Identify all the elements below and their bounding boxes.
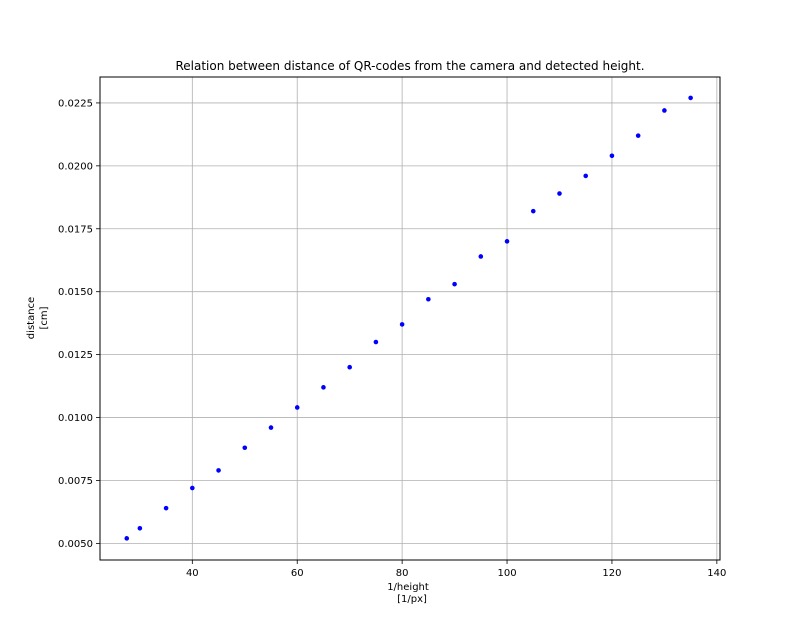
- data-point: [688, 95, 693, 101]
- data-point: [557, 191, 562, 196]
- x-tick-label: 40: [186, 568, 199, 579]
- y-tick-label: 0.0100: [58, 413, 93, 424]
- data-point: [662, 108, 667, 113]
- y-axis-label-group-2: [cm]: [39, 306, 50, 329]
- y-tick-label: 0.0075: [58, 476, 93, 487]
- x-tick-label: 120: [602, 568, 621, 579]
- x-tick-label: 60: [291, 568, 304, 579]
- data-point: [504, 239, 510, 244]
- y-axis-label-line1: distance: [26, 297, 37, 339]
- data-point: [426, 296, 431, 302]
- y-tick-label: 0.0050: [58, 539, 93, 550]
- y-axis-label-group: distance: [26, 297, 37, 339]
- data-point: [268, 425, 274, 430]
- data-point: [321, 385, 326, 390]
- data-point: [163, 505, 169, 511]
- data-point: [373, 339, 379, 345]
- y-axis-ticks: 0.0050 0.0075 0.0100 0.0125 0.0150 0.0175 0.02…: [58, 98, 100, 550]
- data-point: [452, 281, 457, 287]
- y-tick-label: 0.0225: [58, 98, 93, 109]
- data-points: [124, 95, 693, 541]
- data-point: [137, 525, 143, 531]
- data-point: [190, 485, 195, 491]
- x-axis-label-line2: [1/px]: [397, 594, 427, 605]
- x-axis-ticks: 40 60 80 100 120 140: [186, 560, 726, 579]
- y-tick-label: 0.0125: [58, 350, 93, 361]
- x-tick-label: 100: [497, 568, 516, 579]
- data-point: [242, 445, 248, 451]
- data-point: [216, 468, 221, 473]
- data-point: [478, 254, 484, 259]
- data-point: [530, 208, 536, 214]
- data-point: [347, 364, 352, 370]
- data-point: [399, 322, 405, 327]
- data-point: [609, 153, 615, 159]
- chart-title: Relation between distance of QR-codes fr…: [175, 59, 644, 73]
- y-tick-label: 0.0150: [58, 287, 93, 298]
- plot-area-frame: [99, 76, 721, 561]
- data-point: [294, 405, 300, 410]
- data-point: [635, 133, 641, 138]
- data-point: [583, 173, 589, 179]
- y-axis-label-line2: [cm]: [39, 306, 50, 329]
- y-tick-label: 0.0200: [58, 161, 93, 172]
- x-tick-label: 140: [707, 568, 726, 579]
- x-axis-label-line1: 1/height: [387, 582, 429, 593]
- data-point: [124, 536, 130, 541]
- grid-lines: [100, 77, 720, 560]
- y-tick-label: 0.0175: [58, 224, 93, 235]
- x-tick-label: 80: [396, 568, 409, 579]
